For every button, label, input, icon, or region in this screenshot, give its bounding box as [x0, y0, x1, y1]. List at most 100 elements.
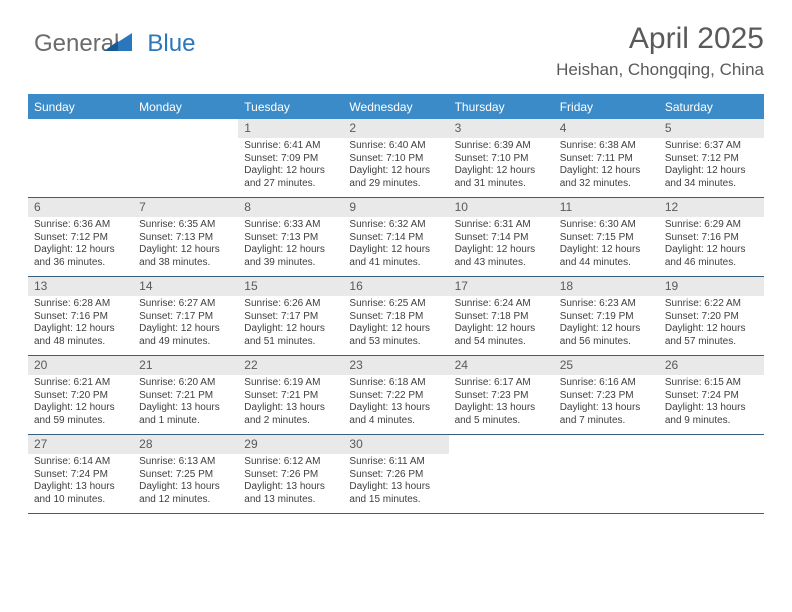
day-cell: 17 Sunrise: 6:24 AMSunset: 7:18 PMDayligh… — [449, 277, 554, 355]
day-daylight1: Daylight: 13 hours — [139, 481, 232, 494]
day-daylight2: and 39 minutes. — [244, 257, 337, 270]
day-body: Sunrise: 6:17 AMSunset: 7:23 PMDaylight:… — [449, 377, 554, 427]
day-sunset: Sunset: 7:15 PM — [560, 232, 653, 245]
day-number: 4 — [554, 119, 659, 138]
day-sunset: Sunset: 7:12 PM — [34, 232, 127, 245]
page-header: General Blue April 2025 Heishan, Chongqi… — [28, 22, 764, 80]
day-body: Sunrise: 6:16 AMSunset: 7:23 PMDaylight:… — [554, 377, 659, 427]
day-sunrise: Sunrise: 6:14 AM — [34, 456, 127, 469]
day-cell: 20Sunrise: 6:21 AMSunset: 7:20 PMDayligh… — [28, 356, 133, 434]
day-cell: 1Sunrise: 6:41 AMSunset: 7:09 PMDaylight… — [238, 119, 343, 197]
day-sunset: Sunset: 7:13 PM — [139, 232, 232, 245]
day-daylight1: Daylight: 13 hours — [455, 402, 548, 415]
day-cell: 3Sunrise: 6:39 AMSunset: 7:10 PMDaylight… — [449, 119, 554, 197]
day-number: 12 — [659, 198, 764, 217]
day-daylight2: and 43 minutes. — [455, 257, 548, 270]
day-daylight2: and 32 minutes. — [560, 178, 653, 191]
day-daylight1: Daylight: 13 hours — [349, 481, 442, 494]
week-row: 20Sunrise: 6:21 AMSunset: 7:20 PMDayligh… — [28, 356, 764, 435]
day-sunset: Sunset: 7:23 PM — [455, 390, 548, 403]
day-daylight1: Daylight: 13 hours — [665, 402, 758, 415]
day-daylight1: Daylight: 13 hours — [560, 402, 653, 415]
day-cell: 19Sunrise: 6:22 AMSunset: 7:20 PMDayligh… — [659, 277, 764, 355]
day-sunset: Sunset: 7:11 PM — [560, 153, 653, 166]
day-daylight2: and 34 minutes. — [665, 178, 758, 191]
day-number: 7 — [133, 198, 238, 217]
day-sunset: Sunset: 7:24 PM — [665, 390, 758, 403]
day-number: 27 — [28, 435, 133, 454]
day-sunset: Sunset: 7:18 PM — [455, 311, 548, 324]
day-body: Sunrise: 6:24 AMSunset: 7:18 PMDaylight:… — [449, 298, 554, 348]
day-sunrise: Sunrise: 6:30 AM — [560, 219, 653, 232]
day-number: 17 — [449, 277, 554, 296]
day-daylight2: and 54 minutes. — [455, 336, 548, 349]
day-daylight1: Daylight: 13 hours — [349, 402, 442, 415]
dow-sunday: Sunday — [28, 96, 133, 119]
day-number: 26 — [659, 356, 764, 375]
day-of-week-row: Sunday Monday Tuesday Wednesday Thursday… — [28, 96, 764, 119]
day-sunrise: Sunrise: 6:13 AM — [139, 456, 232, 469]
day-cell — [659, 435, 764, 513]
day-body: Sunrise: 6:40 AMSunset: 7:10 PMDaylight:… — [343, 140, 448, 190]
day-daylight2: and 56 minutes. — [560, 336, 653, 349]
day-daylight1: Daylight: 12 hours — [455, 323, 548, 336]
dow-tuesday: Tuesday — [238, 96, 343, 119]
day-daylight2: and 44 minutes. — [560, 257, 653, 270]
day-sunrise: Sunrise: 6:36 AM — [34, 219, 127, 232]
day-daylight1: Daylight: 13 hours — [244, 481, 337, 494]
day-body: Sunrise: 6:28 AMSunset: 7:16 PMDaylight:… — [28, 298, 133, 348]
day-number: 8 — [238, 198, 343, 217]
day-number: 10 — [449, 198, 554, 217]
day-body: Sunrise: 6:37 AMSunset: 7:12 PMDaylight:… — [659, 140, 764, 190]
day-daylight1: Daylight: 12 hours — [139, 323, 232, 336]
day-body: Sunrise: 6:32 AMSunset: 7:14 PMDaylight:… — [343, 219, 448, 269]
day-cell: 13 Sunrise: 6:28 AMSunset: 7:16 PMDayligh… — [28, 277, 133, 355]
day-number: 11 — [554, 198, 659, 217]
day-sunrise: Sunrise: 6:12 AM — [244, 456, 337, 469]
day-daylight2: and 29 minutes. — [349, 178, 442, 191]
day-daylight1: Daylight: 12 hours — [349, 165, 442, 178]
location-text: Heishan, Chongqing, China — [556, 60, 764, 80]
day-daylight1: Daylight: 12 hours — [560, 165, 653, 178]
day-cell — [449, 435, 554, 513]
day-sunrise: Sunrise: 6:31 AM — [455, 219, 548, 232]
day-daylight1: Daylight: 12 hours — [244, 165, 337, 178]
day-sunrise: Sunrise: 6:21 AM — [34, 377, 127, 390]
day-cell: 10Sunrise: 6:31 AMSunset: 7:14 PMDayligh… — [449, 198, 554, 276]
day-number: 23 — [343, 356, 448, 375]
day-daylight1: Daylight: 13 hours — [34, 481, 127, 494]
day-sunrise: Sunrise: 6:35 AM — [139, 219, 232, 232]
day-number: 20 — [28, 356, 133, 375]
day-sunrise: Sunrise: 6:24 AM — [455, 298, 548, 311]
day-number: 13 — [28, 277, 133, 296]
day-body: Sunrise: 6:35 AMSunset: 7:13 PMDaylight:… — [133, 219, 238, 269]
day-cell — [133, 119, 238, 197]
day-cell: 11Sunrise: 6:30 AMSunset: 7:15 PMDayligh… — [554, 198, 659, 276]
day-number: 24 — [449, 356, 554, 375]
day-daylight2: and 51 minutes. — [244, 336, 337, 349]
day-daylight1: Daylight: 12 hours — [34, 402, 127, 415]
day-daylight2: and 13 minutes. — [244, 494, 337, 507]
day-sunset: Sunset: 7:09 PM — [244, 153, 337, 166]
day-number: 15 — [238, 277, 343, 296]
week-row: 27Sunrise: 6:14 AMSunset: 7:24 PMDayligh… — [28, 435, 764, 514]
dow-friday: Friday — [554, 96, 659, 119]
day-daylight2: and 10 minutes. — [34, 494, 127, 507]
day-body: Sunrise: 6:11 AMSunset: 7:26 PMDaylight:… — [343, 456, 448, 506]
day-sunrise: Sunrise: 6:38 AM — [560, 140, 653, 153]
day-daylight2: and 12 minutes. — [139, 494, 232, 507]
day-daylight1: Daylight: 12 hours — [244, 244, 337, 257]
dow-monday: Monday — [133, 96, 238, 119]
day-sunrise: Sunrise: 6:28 AM — [34, 298, 127, 311]
day-sunrise: Sunrise: 6:20 AM — [139, 377, 232, 390]
week-row: 1Sunrise: 6:41 AMSunset: 7:09 PMDaylight… — [28, 119, 764, 198]
day-sunrise: Sunrise: 6:16 AM — [560, 377, 653, 390]
day-daylight1: Daylight: 13 hours — [139, 402, 232, 415]
day-daylight1: Daylight: 12 hours — [349, 323, 442, 336]
day-number: 5 — [659, 119, 764, 138]
day-cell — [554, 435, 659, 513]
day-cell: 29Sunrise: 6:12 AMSunset: 7:26 PMDayligh… — [238, 435, 343, 513]
day-daylight1: Daylight: 12 hours — [34, 244, 127, 257]
day-sunset: Sunset: 7:26 PM — [349, 469, 442, 482]
dow-wednesday: Wednesday — [343, 96, 448, 119]
